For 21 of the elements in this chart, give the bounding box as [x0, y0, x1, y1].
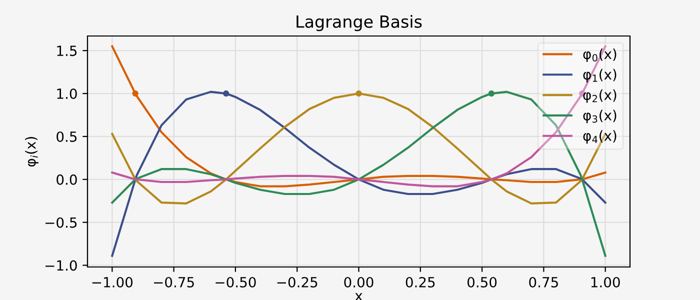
legend-label: φ$_{1}$(x)	[583, 68, 616, 82]
x-tick-label: 1.00	[591, 276, 620, 288]
x-tick-label: −1.00	[92, 276, 133, 288]
y-tick-label: −0.5	[46, 217, 77, 228]
legend-label: φ$_{0}$(x)	[583, 48, 616, 62]
y-tick-label: 1.0	[57, 88, 77, 100]
x-tick-label: −0.50	[216, 276, 256, 288]
y-tick-label: 0.5	[56, 131, 77, 142]
x-tick-label: −0.75	[154, 276, 194, 288]
x-tick-label: −0.25	[277, 276, 318, 288]
x-tick-label: 0.25	[406, 276, 435, 288]
legend-label: φ$_{2}$(x)	[583, 89, 616, 103]
y-tick-label: 1.5	[57, 46, 77, 56]
y-tick-label: 0.0	[56, 174, 77, 185]
chart-title: Lagrange Basis	[296, 15, 422, 32]
legend-label: φ$_{3}$(x)	[583, 110, 616, 124]
x-tick-label: 0.50	[468, 276, 497, 288]
y-tick-label: −1.0	[46, 260, 77, 271]
y-axis-title: φ$_{i}$(x)	[25, 137, 38, 167]
x-tick-label: 0.00	[344, 276, 374, 288]
x-tick-label: 0.75	[529, 276, 558, 288]
